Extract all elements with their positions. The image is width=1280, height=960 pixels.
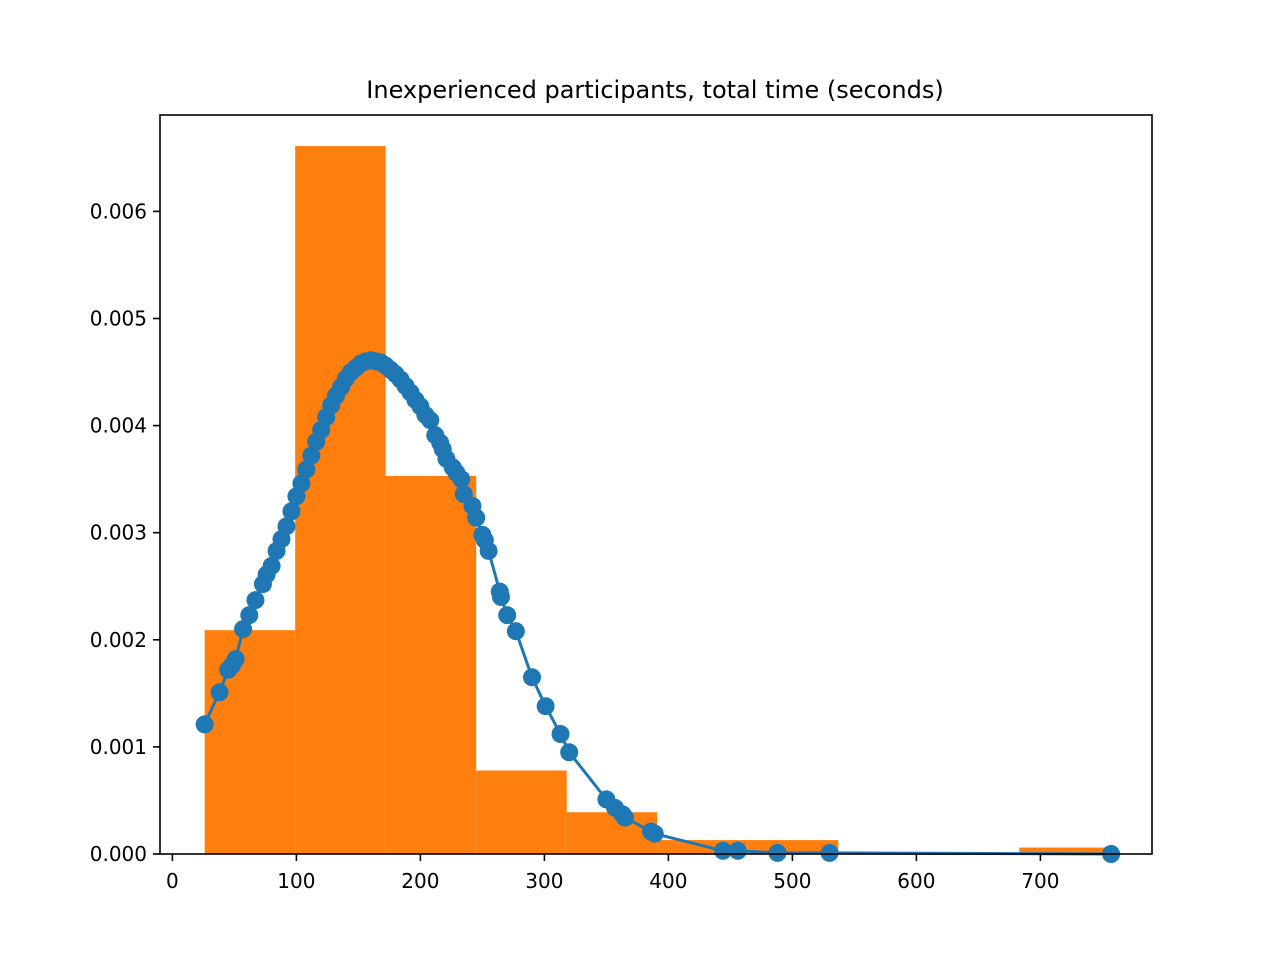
x-tick-label: 300: [525, 869, 563, 893]
x-tick-label: 500: [773, 869, 811, 893]
y-tick-label: 0.004: [90, 414, 147, 438]
histogram-bar: [1019, 847, 1110, 854]
density-point: [820, 843, 839, 862]
density-point: [234, 620, 253, 639]
density-point: [277, 517, 296, 536]
density-point: [498, 606, 517, 625]
density-point: [282, 502, 301, 521]
density-point: [467, 508, 486, 527]
density-point: [195, 715, 214, 734]
density-point: [616, 808, 634, 827]
density-point: [421, 411, 440, 430]
density-point: [226, 650, 245, 669]
x-tick-label: 200: [401, 869, 439, 893]
histogram-bar: [385, 475, 477, 854]
density-point: [479, 541, 498, 560]
density-point: [240, 606, 259, 625]
density-point: [452, 470, 471, 489]
density-point: [262, 556, 281, 575]
histogram-bar: [204, 630, 296, 854]
density-point: [302, 446, 321, 465]
density-point: [292, 474, 311, 493]
axes: 0 100 200 300 400 500 600 700 0.000 0.001 0.002 0.0…: [90, 114, 1153, 893]
y-tick-label: 0.001: [90, 735, 147, 759]
density-point: [523, 668, 541, 687]
density-point: [297, 460, 316, 479]
density-point: [246, 591, 265, 610]
density-point: [713, 841, 732, 860]
density-point: [210, 683, 229, 702]
histogram-bar: [295, 146, 386, 854]
density-point: [506, 622, 525, 641]
density-point: [492, 587, 510, 606]
plot-frame: [159, 114, 1153, 855]
histogram-bar: [476, 770, 567, 854]
chart-title: Inexperienced participants, total time (…: [366, 76, 943, 104]
y-tick-label: 0.002: [90, 628, 147, 652]
density-point: [645, 824, 664, 843]
histogram-bar: [566, 812, 658, 854]
x-tick-label: 600: [897, 869, 935, 893]
density-point: [560, 743, 579, 762]
y-tick-label: 0.003: [90, 521, 147, 545]
x-tick-label: 400: [649, 869, 687, 893]
x-tick-label: 0: [166, 869, 179, 893]
y-tick-label: 0.005: [90, 306, 147, 330]
density-point: [551, 725, 570, 744]
x-tick-label: 700: [1021, 869, 1059, 893]
x-tick-label: 100: [277, 869, 315, 893]
density-point: [536, 697, 555, 716]
density-point: [728, 841, 747, 860]
y-tick-label: 0.006: [90, 199, 147, 223]
histogram-bars: [204, 146, 1110, 854]
density-series: [195, 351, 1121, 863]
density-point: [768, 843, 787, 862]
y-tick-label: 0.000: [90, 842, 147, 866]
